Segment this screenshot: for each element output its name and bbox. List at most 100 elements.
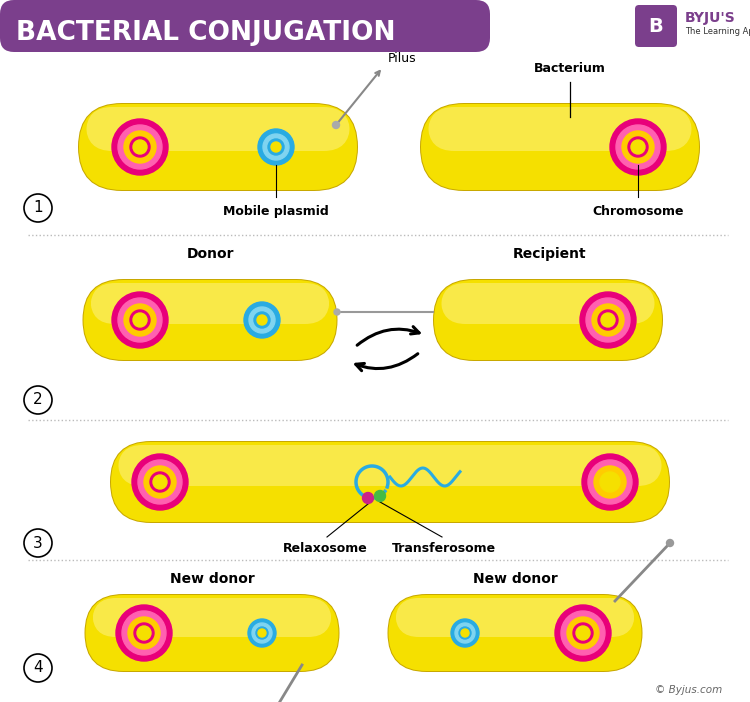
Circle shape xyxy=(118,125,162,169)
Text: New donor: New donor xyxy=(170,572,254,586)
Circle shape xyxy=(134,623,154,643)
Circle shape xyxy=(133,140,147,154)
Circle shape xyxy=(132,454,188,510)
Circle shape xyxy=(451,619,479,647)
Circle shape xyxy=(128,617,160,649)
FancyBboxPatch shape xyxy=(86,595,338,671)
Circle shape xyxy=(600,472,620,492)
FancyBboxPatch shape xyxy=(85,594,340,672)
Circle shape xyxy=(374,491,386,501)
Circle shape xyxy=(268,139,284,155)
Text: © Byjus.com: © Byjus.com xyxy=(655,685,722,695)
Circle shape xyxy=(116,605,172,661)
Circle shape xyxy=(271,142,281,152)
Circle shape xyxy=(580,292,636,348)
FancyBboxPatch shape xyxy=(434,280,662,360)
Circle shape xyxy=(616,125,660,169)
Circle shape xyxy=(455,623,475,643)
Circle shape xyxy=(582,454,638,510)
Text: Transferosome: Transferosome xyxy=(392,542,496,555)
Text: B: B xyxy=(649,17,663,36)
Circle shape xyxy=(112,292,168,348)
Circle shape xyxy=(150,472,170,492)
Circle shape xyxy=(130,310,150,330)
FancyBboxPatch shape xyxy=(79,104,357,190)
Circle shape xyxy=(362,493,374,503)
Text: 2: 2 xyxy=(33,392,43,407)
Circle shape xyxy=(622,131,654,163)
FancyBboxPatch shape xyxy=(388,595,641,671)
Circle shape xyxy=(555,605,611,661)
Text: BYJU'S: BYJU'S xyxy=(685,11,736,25)
Circle shape xyxy=(112,119,168,175)
Circle shape xyxy=(332,121,340,128)
Circle shape xyxy=(124,304,156,336)
FancyBboxPatch shape xyxy=(92,598,332,637)
Circle shape xyxy=(137,626,151,640)
Circle shape xyxy=(124,131,156,163)
Text: Donor: Donor xyxy=(186,247,234,261)
Circle shape xyxy=(256,627,268,639)
Circle shape xyxy=(598,310,618,330)
FancyBboxPatch shape xyxy=(395,598,634,637)
Circle shape xyxy=(138,460,182,504)
FancyBboxPatch shape xyxy=(86,107,350,151)
Text: 3: 3 xyxy=(33,536,43,550)
Circle shape xyxy=(667,540,674,546)
Circle shape xyxy=(573,623,593,643)
Circle shape xyxy=(459,627,471,639)
FancyBboxPatch shape xyxy=(78,103,358,191)
Circle shape xyxy=(122,611,166,655)
FancyBboxPatch shape xyxy=(83,280,337,360)
Circle shape xyxy=(244,302,280,338)
Circle shape xyxy=(254,312,270,328)
FancyBboxPatch shape xyxy=(441,283,655,324)
Circle shape xyxy=(628,137,648,157)
Text: Bacterium: Bacterium xyxy=(534,62,606,75)
FancyBboxPatch shape xyxy=(420,103,700,191)
FancyBboxPatch shape xyxy=(433,279,663,361)
Circle shape xyxy=(258,629,266,637)
Circle shape xyxy=(118,298,162,342)
Circle shape xyxy=(567,617,599,649)
Circle shape xyxy=(592,304,624,336)
Text: Relaxosome: Relaxosome xyxy=(283,542,368,555)
Text: Pilus: Pilus xyxy=(388,52,417,65)
Text: Recipient: Recipient xyxy=(513,247,586,261)
Circle shape xyxy=(153,475,167,489)
Circle shape xyxy=(130,137,150,157)
Circle shape xyxy=(594,466,626,498)
Circle shape xyxy=(133,313,147,327)
Text: 1: 1 xyxy=(33,201,43,216)
Circle shape xyxy=(610,119,666,175)
Text: BACTERIAL CONJUGATION: BACTERIAL CONJUGATION xyxy=(16,20,395,46)
Circle shape xyxy=(257,315,267,325)
Text: New donor: New donor xyxy=(472,572,557,586)
FancyBboxPatch shape xyxy=(421,104,699,190)
Circle shape xyxy=(249,307,275,333)
FancyBboxPatch shape xyxy=(118,445,662,486)
Circle shape xyxy=(601,313,615,327)
Text: 4: 4 xyxy=(33,661,43,675)
Circle shape xyxy=(258,129,294,165)
Circle shape xyxy=(24,386,52,414)
Circle shape xyxy=(461,629,469,637)
Circle shape xyxy=(631,140,645,154)
Circle shape xyxy=(561,611,605,655)
Circle shape xyxy=(24,529,52,557)
Circle shape xyxy=(586,298,630,342)
FancyBboxPatch shape xyxy=(91,283,329,324)
Circle shape xyxy=(576,626,590,640)
FancyBboxPatch shape xyxy=(111,442,669,522)
Circle shape xyxy=(334,309,340,315)
FancyBboxPatch shape xyxy=(428,107,692,151)
FancyBboxPatch shape xyxy=(388,594,643,672)
Circle shape xyxy=(24,654,52,682)
FancyBboxPatch shape xyxy=(110,441,670,523)
Text: Mobile plasmid: Mobile plasmid xyxy=(224,205,328,218)
Text: The Learning App: The Learning App xyxy=(685,27,750,37)
FancyBboxPatch shape xyxy=(82,279,338,361)
FancyBboxPatch shape xyxy=(635,5,677,47)
Circle shape xyxy=(248,619,276,647)
FancyBboxPatch shape xyxy=(0,0,490,52)
